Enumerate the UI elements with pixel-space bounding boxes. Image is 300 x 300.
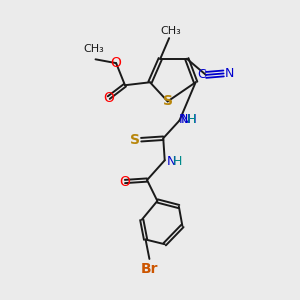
Text: CH₃: CH₃ — [160, 26, 181, 36]
Text: CH₃: CH₃ — [84, 44, 104, 54]
Text: S: S — [163, 94, 173, 108]
Text: H: H — [172, 155, 182, 168]
Text: H: H — [187, 112, 196, 126]
Text: Br: Br — [141, 262, 158, 277]
Text: S: S — [130, 133, 140, 147]
Text: N: N — [167, 155, 176, 168]
Text: NH: NH — [178, 112, 197, 126]
Text: O: O — [111, 56, 122, 70]
Text: O: O — [119, 175, 130, 188]
Text: O: O — [103, 91, 114, 105]
Text: N: N — [181, 112, 190, 126]
Text: C: C — [197, 68, 206, 81]
Text: N: N — [224, 67, 234, 80]
